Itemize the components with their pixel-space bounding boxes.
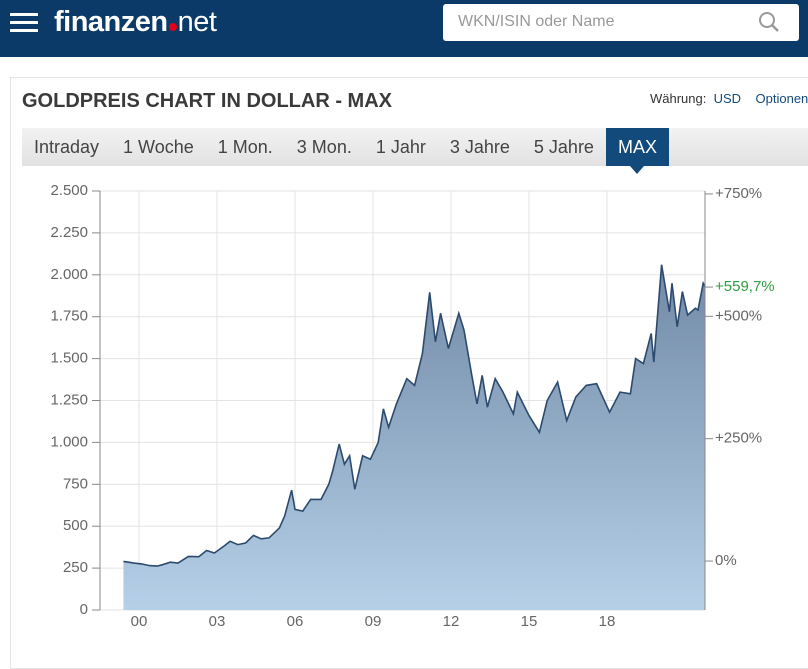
- logo-suffix: net: [177, 6, 217, 38]
- tab[interactable]: 5 Jahre: [533, 137, 594, 157]
- y-tick-label: 1.250: [50, 391, 88, 408]
- currency-label: Währung:: [650, 91, 707, 106]
- tab[interactable]: 3 Jahre: [449, 137, 510, 157]
- currency-bar: Währung: USD Optionen: [650, 91, 808, 106]
- annotation: +559,7%: [715, 278, 775, 295]
- tab[interactable]: 3 Mon.: [296, 137, 352, 157]
- tab[interactable]: MAX: [605, 128, 669, 174]
- x-tick-label: 00: [131, 613, 148, 630]
- y2-tick-label: +750%: [715, 185, 762, 202]
- y-tick-label: 1.750: [50, 308, 88, 325]
- search-icon[interactable]: [758, 11, 780, 33]
- y2-tick-label: +500%: [715, 307, 762, 324]
- menu-icon[interactable]: [10, 11, 40, 35]
- y-tick-label: 500: [63, 517, 88, 534]
- y-tick-label: 2.250: [50, 224, 88, 241]
- line: [123, 264, 706, 567]
- x-tick-label: 09: [365, 613, 382, 630]
- tab[interactable]: Intraday: [34, 137, 100, 157]
- area: [123, 264, 705, 610]
- header: finanzen net WKN/ISIN oder Name: [0, 0, 808, 57]
- y-tick-label: 250: [63, 559, 88, 576]
- logo-word: finanzen: [54, 6, 168, 38]
- search-box[interactable]: WKN/ISIN oder Name: [443, 4, 799, 41]
- x-tick-label: 03: [209, 613, 226, 630]
- tab[interactable]: 1 Jahr: [375, 137, 426, 157]
- logo[interactable]: finanzen net: [54, 6, 217, 39]
- y2-tick-label: 0%: [715, 552, 737, 569]
- currency[interactable]: USD: [713, 91, 742, 106]
- y-tick-label: 2.500: [50, 182, 88, 199]
- logo-dot: [168, 23, 177, 31]
- chart: 0 250 500 750 1.000 1.250 1.500 1.750 2.000 2.250…: [50, 182, 775, 630]
- search-placeholder: WKN/ISIN oder Name: [458, 13, 615, 30]
- y-tick-label: 0: [80, 601, 88, 618]
- y-tick-label: 2.000: [50, 266, 88, 283]
- x-tick-label: 12: [443, 613, 460, 630]
- tab-bar: Intraday 1 Woche 1 Mon. 3 Mon. 1 Jahr 3 Jahre…: [22, 128, 808, 174]
- panel-title: GOLDPREIS CHART IN DOLLAR - MAX: [22, 90, 392, 112]
- tab[interactable]: 1 Woche: [123, 137, 194, 157]
- y-tick-label: 1.000: [50, 433, 88, 450]
- x-tick-label: 18: [599, 613, 616, 630]
- y2-tick-label: +250%: [715, 430, 762, 447]
- y-tick-label: 1.500: [50, 350, 88, 367]
- x-tick-label: 15: [521, 613, 538, 630]
- options[interactable]: Optionen: [755, 91, 808, 106]
- tab[interactable]: 1 Mon.: [217, 137, 273, 157]
- x-tick-label: 06: [287, 613, 304, 630]
- y-tick-label: 750: [63, 475, 88, 492]
